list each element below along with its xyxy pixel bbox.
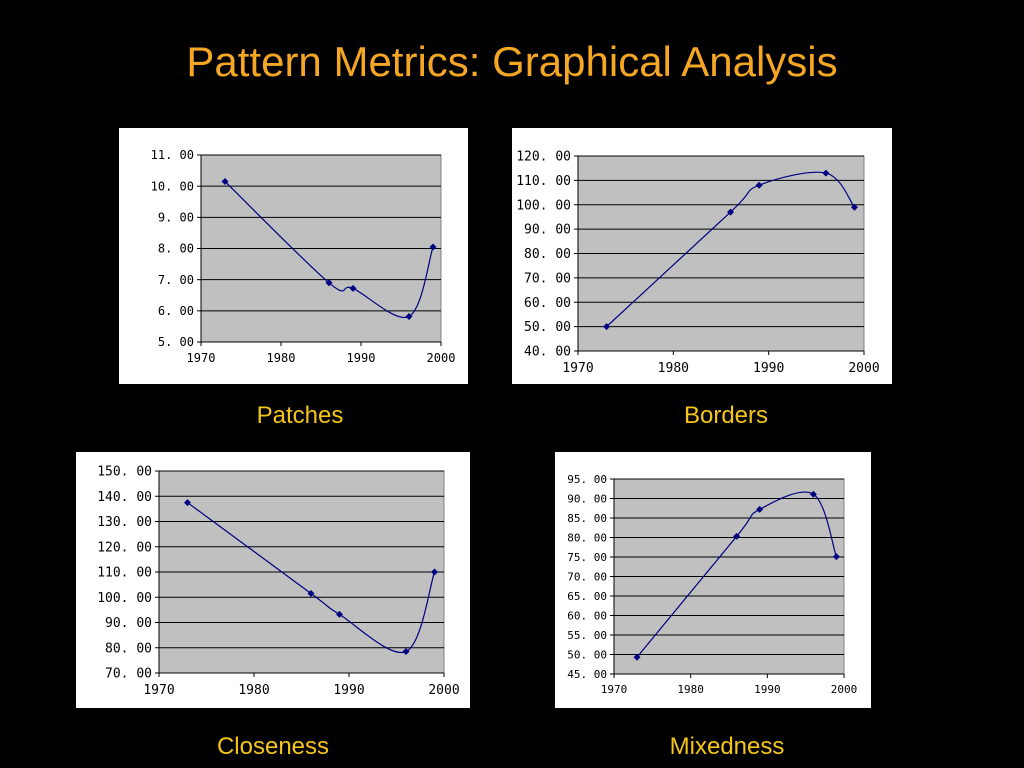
closeness-y-tick-label: 120. 00 <box>97 540 152 555</box>
borders-data-point <box>822 169 830 177</box>
patches-x-tick-label: 1970 <box>187 351 216 365</box>
mixedness-y-tick-label: 60. 00 <box>567 609 607 622</box>
borders-data-point <box>727 208 735 216</box>
patches-y-tick-label: 11. 00 <box>151 148 194 162</box>
closeness-data-point <box>336 610 343 618</box>
closeness-y-tick-label: 70. 00 <box>105 667 152 682</box>
closeness-x-tick-label: 1990 <box>333 683 364 698</box>
closeness-caption: Closeness <box>216 733 330 760</box>
mixedness-chart-panel: 45. 00 50. 00 55. 00 60. 00 65. 00 70. 00 75. … <box>555 452 871 708</box>
closeness-x-tick-label: 2000 <box>428 683 459 698</box>
borders-series-line <box>606 171 855 328</box>
closeness-data-point <box>431 568 438 576</box>
patches-x-tick-label: 1980 <box>267 351 296 365</box>
borders-data-point <box>850 203 858 211</box>
patches-chart-panel: 5. 00 6. 00 7. 00 8. 00 9. 00 10. 00 11. 00 197… <box>119 128 468 384</box>
mixedness-x-tick-label: 1990 <box>754 683 781 696</box>
mixedness-y-tick-label: 85. 00 <box>567 512 607 525</box>
borders-y-tick-label: 50. 00 <box>524 320 571 335</box>
patches-data-point <box>349 284 357 292</box>
closeness-chart: 70. 00 80. 00 90. 00 100. 00 110. 00 120. 00 1… <box>97 465 459 698</box>
borders-y-tick-label: 60. 00 <box>524 296 571 311</box>
closeness-data-point <box>402 648 410 656</box>
closeness-data-point <box>184 499 191 507</box>
patches-y-tick-label: 6. 00 <box>158 304 194 318</box>
mixedness-y-tick-label: 75. 00 <box>567 551 607 564</box>
patches-data-point <box>429 243 437 251</box>
patches-data-point <box>221 177 229 185</box>
mixedness-y-tick-label: 50. 00 <box>567 648 607 661</box>
closeness-x-tick-label: 1970 <box>143 683 174 698</box>
closeness-x-tick-label: 1980 <box>238 683 269 698</box>
closeness-y-tick-label: 130. 00 <box>97 515 152 530</box>
mixedness-series-line <box>636 491 837 658</box>
slide-title: Pattern Metrics: Graphical Analysis <box>186 38 838 85</box>
patches-y-tick-label: 8. 00 <box>158 242 194 256</box>
mixedness-x-tick-label: 1980 <box>677 683 704 696</box>
mixedness-data-point <box>633 653 641 661</box>
mixedness-data-point <box>832 553 840 561</box>
borders-y-tick-label: 70. 00 <box>524 271 571 286</box>
mixedness-data-point <box>809 490 817 498</box>
mixedness-y-tick-label: 70. 00 <box>567 570 607 583</box>
mixedness-caption: Mixedness <box>669 733 785 760</box>
borders-y-tick-label: 40. 00 <box>524 345 571 360</box>
mixedness-y-tick-label: 45. 00 <box>567 668 607 681</box>
closeness-data-point <box>307 589 315 597</box>
patches-data-point <box>325 279 333 287</box>
closeness-y-tick-label: 100. 00 <box>97 591 152 606</box>
patches-x-tick-label: 1990 <box>347 351 376 365</box>
patches-data-point <box>405 312 413 320</box>
mixedness-data-point <box>733 532 741 540</box>
closeness-y-tick-label: 150. 00 <box>97 465 152 480</box>
closeness-y-tick-label: 140. 00 <box>97 490 152 505</box>
patches-y-tick-label: 7. 00 <box>158 273 194 287</box>
closeness-y-tick-label: 80. 00 <box>105 641 152 656</box>
borders-y-tick-label: 100. 00 <box>516 198 571 213</box>
mixedness-x-tick-label: 1970 <box>601 683 628 696</box>
borders-y-tick-label: 80. 00 <box>524 247 571 262</box>
mixedness-x-tick-label: 2000 <box>831 683 858 696</box>
borders-y-tick-label: 90. 00 <box>524 223 571 238</box>
borders-caption: Borders <box>683 402 769 429</box>
closeness-y-tick-label: 110. 00 <box>97 566 152 581</box>
mixedness-y-tick-label: 80. 00 <box>567 531 607 544</box>
borders-chart-panel: 40. 00 50. 00 60. 00 70. 00 80. 00 90. 00 100.… <box>512 128 892 384</box>
borders-x-tick-label: 1990 <box>753 361 784 376</box>
borders-data-point <box>755 181 763 189</box>
closeness-y-tick-label: 90. 00 <box>105 616 152 631</box>
mixedness-y-tick-label: 90. 00 <box>567 492 607 505</box>
patches-chart: 5. 00 6. 00 7. 00 8. 00 9. 00 10. 00 11. 00 197… <box>151 148 456 365</box>
patches-y-tick-label: 9. 00 <box>158 211 194 225</box>
borders-y-tick-label: 120. 00 <box>516 150 571 165</box>
patches-x-tick-label: 2000 <box>427 351 456 365</box>
patches-caption: Patches <box>256 402 344 429</box>
borders-data-point <box>603 323 611 331</box>
borders-chart: 40. 00 50. 00 60. 00 70. 00 80. 00 90. 00 100.… <box>516 150 879 376</box>
patches-y-tick-label: 10. 00 <box>151 179 194 193</box>
mixedness-data-point <box>756 505 764 513</box>
borders-y-tick-label: 110. 00 <box>516 174 571 189</box>
patches-y-tick-label: 5. 00 <box>158 335 194 349</box>
borders-x-tick-label: 1970 <box>562 361 593 376</box>
closeness-chart-panel: 70. 00 80. 00 90. 00 100. 00 110. 00 120. 00 1… <box>76 452 470 708</box>
mixedness-chart: 45. 00 50. 00 55. 00 60. 00 65. 00 70. 00 75. … <box>567 473 858 696</box>
borders-x-tick-label: 1980 <box>658 361 689 376</box>
borders-x-tick-label: 2000 <box>848 361 879 376</box>
mixedness-y-tick-label: 95. 00 <box>567 473 607 486</box>
mixedness-y-tick-label: 65. 00 <box>567 590 607 603</box>
mixedness-y-tick-label: 55. 00 <box>567 629 607 642</box>
